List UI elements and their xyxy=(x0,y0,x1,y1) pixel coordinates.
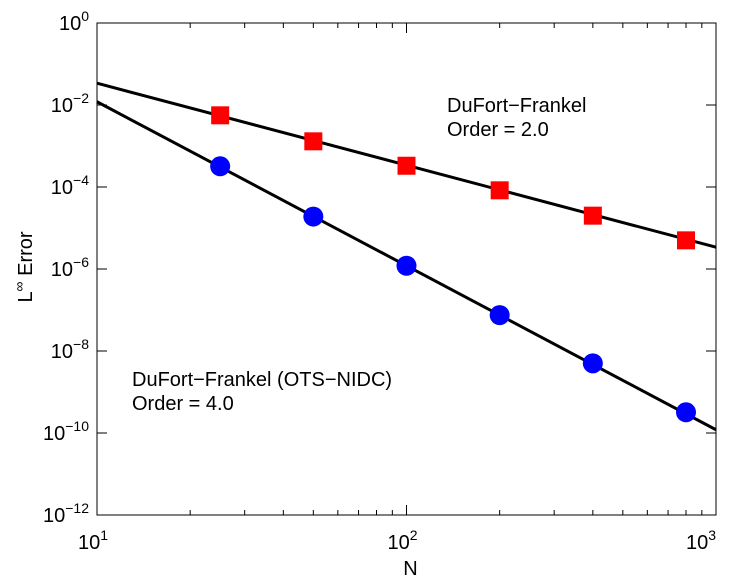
y-tick-label: 10−6 xyxy=(51,254,89,281)
data-point-square xyxy=(304,132,323,151)
data-point-square xyxy=(677,231,696,250)
tick-marks xyxy=(96,22,717,516)
y-axis-label: L∞ Error xyxy=(11,231,37,302)
data-point-circle xyxy=(303,206,324,227)
data-point-circle xyxy=(676,402,697,423)
data-markers xyxy=(210,106,697,423)
x-tick-label: 101 xyxy=(78,527,108,554)
x-tick-label: 102 xyxy=(387,527,417,554)
y-tick-label: 10−12 xyxy=(43,500,89,527)
data-point-circle xyxy=(210,156,231,177)
data-point-circle xyxy=(489,305,510,326)
y-tick-label: 10−10 xyxy=(43,418,89,445)
y-tick-label: 10−8 xyxy=(51,336,89,363)
x-axis-label: N xyxy=(403,558,417,577)
data-point-square xyxy=(211,106,230,125)
x-tick-label: 103 xyxy=(686,527,716,554)
data-point-square xyxy=(397,156,416,175)
y-tick-label: 10−4 xyxy=(51,172,89,199)
data-point-square xyxy=(583,206,602,225)
annotation-text: DuFort−Frankel Order = 2.0 xyxy=(447,95,587,141)
data-point-circle xyxy=(396,255,417,276)
y-tick-label: 100 xyxy=(59,8,89,35)
annotation-text: DuFort−Frankel (OTS−NIDC) Order = 4.0 xyxy=(132,369,392,415)
data-point-square xyxy=(490,181,509,200)
tick-labels: 101 102 103 10−12 10−10 10−8 10−6 10−4 10−2 100 xyxy=(43,8,716,554)
annotations: DuFort−Frankel Order = 2.0 DuFort−Frankel … xyxy=(132,95,587,415)
data-point-circle xyxy=(582,353,603,374)
y-tick-label: 10−2 xyxy=(51,90,89,117)
